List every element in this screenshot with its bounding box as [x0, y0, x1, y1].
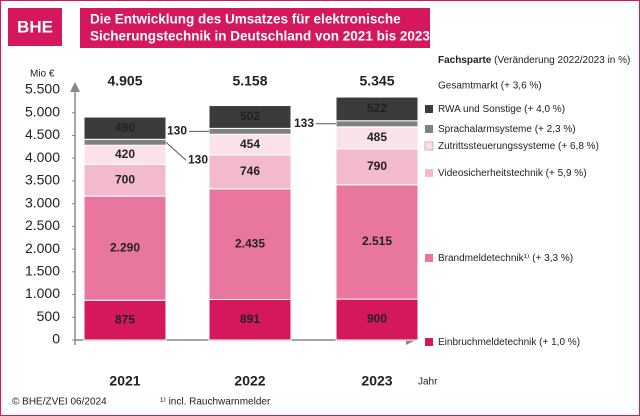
bar-segment — [83, 195, 167, 301]
data-label: 790 — [367, 159, 387, 173]
bar-segment — [208, 105, 292, 129]
chart-title: Die Entwicklung des Umsatzes für elektro… — [90, 12, 401, 27]
legend-change: (+ 5,9 %) — [546, 168, 587, 179]
data-label: 746 — [240, 164, 260, 178]
x-tick-label: 2023 — [361, 373, 392, 389]
bar-segment — [335, 148, 419, 186]
data-label: 900 — [367, 312, 387, 326]
data-label: 522 — [367, 101, 387, 115]
logo: BHE — [17, 17, 53, 36]
data-label: 2.515 — [362, 234, 392, 248]
source: © BHE/ZVEI 06/2024 — [12, 397, 107, 408]
total-label: 4.905 — [107, 73, 142, 89]
legend-label: Sprachalarmsysteme (+ 2,3 %) — [438, 124, 576, 135]
bar-segment — [208, 127, 292, 135]
y-axis-label: Mio € — [30, 69, 55, 80]
legend-label: Videosicherheitstechnik (+ 5,9 %) — [438, 168, 587, 179]
legend-name: Brandmeldetechnik¹⁾ — [438, 253, 529, 264]
bar-segment — [335, 120, 419, 128]
bar-segment — [208, 188, 292, 300]
legend-name: Zutrittssteuerungssysteme — [438, 141, 556, 152]
legend-title: Fachsparte (Veränderung 2022/2023 in %) — [438, 55, 630, 66]
bar-segment — [83, 116, 167, 140]
data-label: 130 — [167, 123, 187, 137]
legend-label: Brandmeldetechnik¹⁾ (+ 3,3 %) — [438, 253, 573, 264]
y-tick-label: 4.000 — [25, 149, 60, 165]
data-label: 485 — [367, 130, 387, 144]
footnote: ¹⁾ incl. Rauchwarnmelder — [160, 397, 271, 408]
legend-name: Videosicherheitstechnik — [438, 168, 544, 179]
data-label: 420 — [115, 147, 135, 161]
data-label: 133 — [294, 116, 314, 130]
y-tick-label: 500 — [37, 308, 61, 324]
y-tick-label: 1.000 — [25, 285, 60, 301]
data-label: 490 — [115, 120, 135, 134]
legend-change: (+ 1,0 %) — [539, 337, 580, 348]
legend-name: Einbruchmeldetechnik — [438, 337, 537, 348]
total-label: 5.345 — [359, 73, 394, 89]
legend-label: Zutrittssteuerungssysteme (+ 6,8 %) — [438, 141, 599, 152]
data-label: 130 — [188, 152, 208, 166]
legend-name: RWA und Sonstige — [438, 104, 522, 115]
legend-label: Einbruchmeldetechnik (+ 1,0 %) — [438, 337, 580, 348]
data-label: 700 — [115, 172, 135, 186]
data-label: 891 — [240, 312, 260, 326]
legend-marker — [425, 169, 433, 177]
chart-title: Sicherungstechnik in Deutschland von 202… — [90, 29, 430, 44]
legend-change: (+ 4,0 %) — [524, 104, 565, 115]
legend-name: Sprachalarmsysteme — [438, 124, 532, 135]
data-label: 2.435 — [235, 236, 265, 250]
data-label: 875 — [115, 312, 135, 326]
data-label: 454 — [240, 137, 260, 151]
data-label: 2.290 — [110, 240, 140, 254]
legend-marker — [425, 338, 433, 346]
y-tick-label: 2.000 — [25, 240, 60, 256]
legend-subtitle: (Veränderung 2022/2023 in %) — [494, 55, 630, 66]
bar-segment — [208, 299, 292, 341]
bar-segment — [208, 154, 292, 190]
legend-marker — [425, 254, 433, 262]
total-label: 5.158 — [232, 73, 267, 89]
legend-change: (+ 3,3 %) — [532, 253, 573, 264]
y-tick-label: 3.500 — [25, 172, 60, 188]
legend-marker — [425, 105, 433, 113]
legend-change: (+ 6,8 %) — [558, 141, 599, 152]
x-tick-label: 2021 — [109, 373, 140, 389]
legend-change: (+ 2,3 %) — [535, 124, 576, 135]
x-axis-label: Jahr — [418, 377, 438, 388]
logo-box — [8, 8, 62, 46]
y-tick-label: 4.500 — [25, 126, 60, 142]
x-tick-label: 2022 — [234, 373, 265, 389]
legend-marker — [425, 125, 433, 133]
title-box — [80, 8, 430, 48]
legend-title: Fachsparte — [438, 55, 492, 66]
y-tick-label: 2.500 — [25, 217, 60, 233]
legend-label: RWA und Sonstige (+ 4,0 %) — [438, 104, 565, 115]
y-tick-label: 3.000 — [25, 194, 60, 210]
legend-marker — [424, 141, 434, 151]
bar-segment — [335, 96, 419, 122]
data-label: 502 — [240, 109, 260, 123]
market: Gesamtmarkt (+ 3,6 %) — [438, 81, 542, 92]
y-tick-label: 1.500 — [25, 263, 60, 279]
leader-line — [165, 141, 187, 161]
y-tick-label: 0 — [52, 331, 60, 347]
bar-segment — [83, 299, 167, 341]
y-tick-label: 5.500 — [25, 81, 60, 97]
y-tick-label: 5.000 — [25, 103, 60, 119]
bar-segment — [83, 138, 167, 146]
